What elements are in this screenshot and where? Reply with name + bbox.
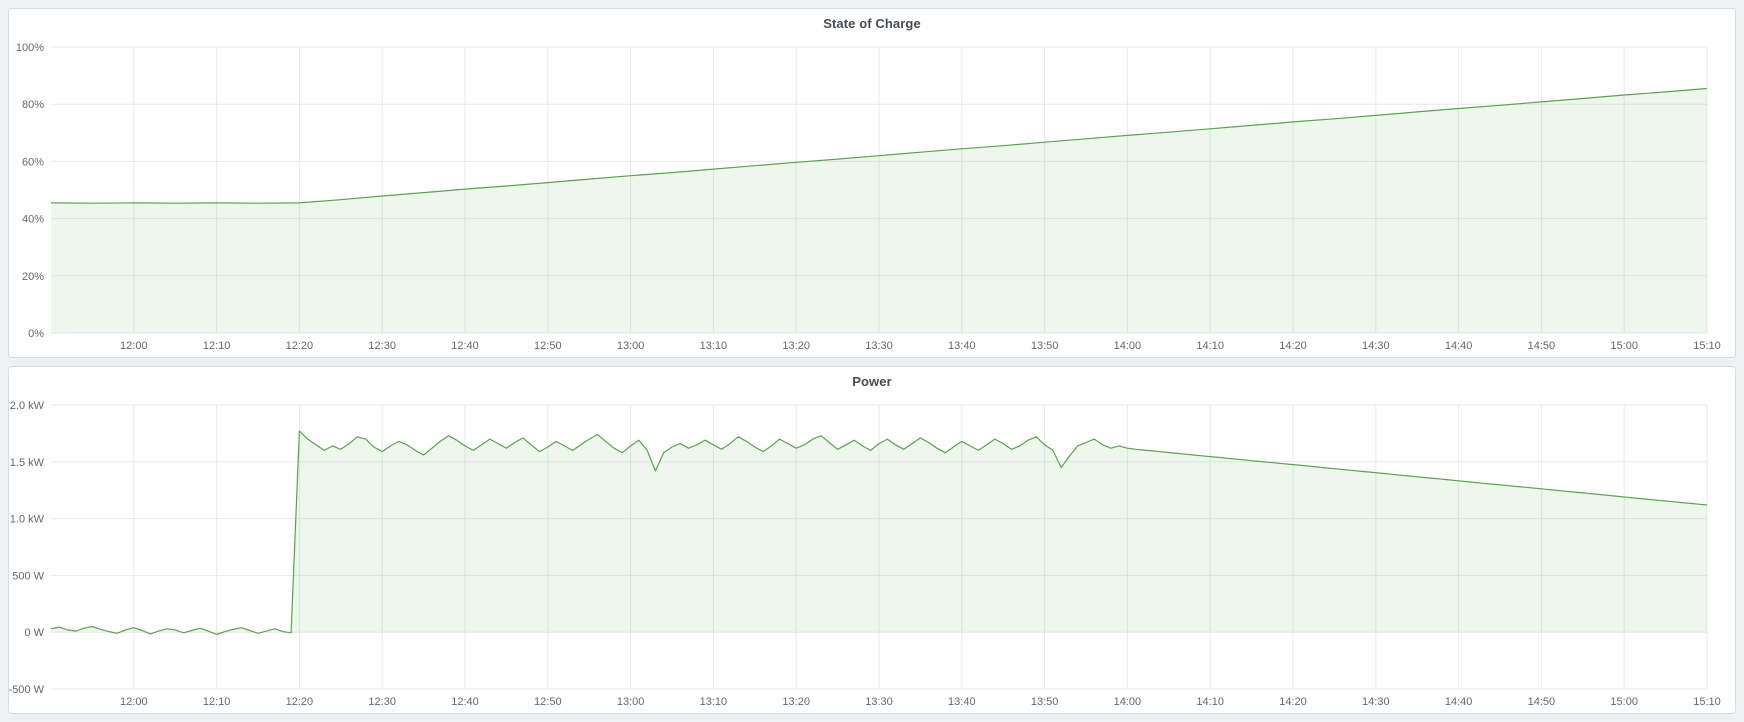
x-tick-label: 12:20 xyxy=(286,340,314,352)
x-tick-label: 15:10 xyxy=(1693,696,1721,708)
x-tick-label: 14:20 xyxy=(1279,696,1307,708)
x-tick-label: 14:30 xyxy=(1362,340,1390,352)
x-tick-label: 12:10 xyxy=(203,340,231,352)
x-tick-label: 13:30 xyxy=(865,696,893,708)
y-tick-label: -500 W xyxy=(9,684,45,696)
x-tick-label: 15:10 xyxy=(1693,340,1721,352)
x-tick-label: 12:00 xyxy=(120,340,148,352)
x-tick-label: 14:30 xyxy=(1362,696,1390,708)
x-tick-label: 12:30 xyxy=(368,696,396,708)
y-tick-label: 1.0 kW xyxy=(10,514,45,526)
panel-power: Power -500 W 0 W 500 W 1.0 kW 1.5 kW 2.0 kW 12… xyxy=(8,366,1736,714)
y-tick-label: 20% xyxy=(22,271,44,283)
x-tick-label: 13:00 xyxy=(617,696,645,708)
x-tick-label: 13:40 xyxy=(948,696,976,708)
y-tick-label: 500 W xyxy=(12,570,44,582)
x-tick-label: 14:00 xyxy=(1114,340,1142,352)
x-tick-label: 13:00 xyxy=(617,340,645,352)
panel-title-state-of-charge[interactable]: State of Charge xyxy=(823,15,921,31)
x-tick-label: 13:40 xyxy=(948,340,976,352)
x-tick-label: 15:00 xyxy=(1610,340,1638,352)
x-tick-label: 13:10 xyxy=(700,340,728,352)
x-tick-label: 12:50 xyxy=(534,340,562,352)
soc-chart[interactable]: 0% 20% 40% 60% 80% 100% 12:00 12:10 12:20 12:30 12… xyxy=(9,37,1735,357)
x-tick-label: 12:30 xyxy=(368,340,396,352)
x-tick-label: 13:50 xyxy=(1031,340,1059,352)
x-tick-label: 14:50 xyxy=(1528,696,1556,708)
panel-state-of-charge: State of Charge 0% 20% 40% 60% 80% 100% 12:00 1… xyxy=(8,8,1736,358)
x-tick-label: 13:50 xyxy=(1031,696,1059,708)
x-tick-label: 14:50 xyxy=(1528,340,1556,352)
power-chart-body: -500 W 0 W 500 W 1.0 kW 1.5 kW 2.0 kW 12:00 12:… xyxy=(9,395,1735,713)
x-tick-label: 12:20 xyxy=(286,696,314,708)
x-tick-label: 14:10 xyxy=(1196,340,1224,352)
x-tick-label: 14:40 xyxy=(1445,340,1473,352)
panel-title-power[interactable]: Power xyxy=(852,373,892,389)
y-tick-label: 2.0 kW xyxy=(10,400,45,412)
series-line xyxy=(50,87,1708,204)
x-tick-label: 12:40 xyxy=(451,696,479,708)
x-tick-label: 13:20 xyxy=(782,340,810,352)
y-tick-label: 80% xyxy=(22,99,44,111)
y-tick-label: 60% xyxy=(22,156,44,168)
x-tick-label: 12:10 xyxy=(203,696,231,708)
series-area xyxy=(51,431,1707,635)
y-tick-label: 40% xyxy=(22,214,44,226)
x-tick-label: 13:10 xyxy=(700,696,728,708)
x-tick-label: 12:50 xyxy=(534,696,562,708)
panel-header-power[interactable]: Power xyxy=(9,367,1735,395)
x-tick-label: 13:30 xyxy=(865,340,893,352)
x-tick-label: 15:00 xyxy=(1610,696,1638,708)
x-tick-label: 12:00 xyxy=(120,696,148,708)
y-tick-label: 100% xyxy=(16,42,44,54)
x-tick-label: 14:20 xyxy=(1279,340,1307,352)
x-tick-label: 14:10 xyxy=(1196,696,1224,708)
x-tick-label: 13:20 xyxy=(782,696,810,708)
x-tick-label: 12:40 xyxy=(451,340,479,352)
y-tick-label: 0% xyxy=(28,328,44,340)
panel-header-state-of-charge[interactable]: State of Charge xyxy=(9,9,1735,37)
y-tick-label: 1.5 kW xyxy=(10,457,45,469)
y-tick-label: 0 W xyxy=(24,627,44,639)
series-line xyxy=(50,430,1708,636)
x-tick-label: 14:40 xyxy=(1445,696,1473,708)
power-chart[interactable]: -500 W 0 W 500 W 1.0 kW 1.5 kW 2.0 kW 12:00 12:… xyxy=(9,395,1735,713)
series-area xyxy=(51,88,1707,333)
soc-chart-body: 0% 20% 40% 60% 80% 100% 12:00 12:10 12:20 12:30 12… xyxy=(9,37,1735,357)
x-tick-label: 14:00 xyxy=(1114,696,1142,708)
